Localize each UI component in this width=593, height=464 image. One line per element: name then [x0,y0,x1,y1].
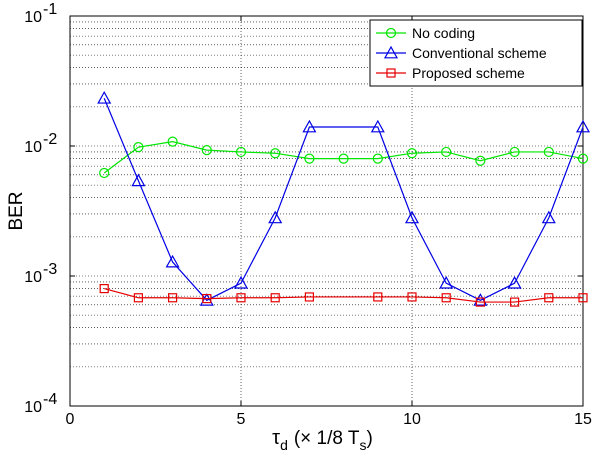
data-point [441,146,452,158]
series-layer [97,91,591,307]
data-point [165,254,180,268]
x-tick-label: 5 [237,411,246,428]
y-tick-exponent: -4 [43,391,57,408]
data-point [575,119,591,133]
legend-label: Conventional scheme [412,45,547,61]
y-tick-label: 10 [24,269,42,286]
data-point [233,275,249,289]
x-axis-label-units-subscript: s [360,437,367,453]
legend-entry: Conventional scheme [376,45,547,61]
data-point [270,293,280,303]
data-point [544,293,554,303]
data-point [406,148,418,159]
series-conventional-scheme [97,91,591,306]
data-point [510,297,520,307]
x-tick-label: 10 [403,411,421,428]
data-point [577,153,589,164]
data-point [199,293,214,306]
legend: No coding Conventional scheme Proposed sch… [369,19,583,87]
data-point [167,136,178,147]
data-point [304,153,315,164]
data-point [304,292,314,302]
y-tick-exponent: -2 [43,131,57,148]
data-point [270,148,281,159]
series-proposed-scheme [99,283,588,307]
data-point [439,275,454,289]
x-axis-label-tau: τ [272,427,280,449]
series-line [103,98,584,302]
data-point [404,210,420,224]
data-point [507,275,522,289]
data-point [99,283,109,294]
series-no-coding [99,136,589,179]
legend-entry: No coding [376,25,475,41]
data-point [407,292,417,302]
data-point [543,146,554,158]
data-point [370,119,385,133]
data-point [541,210,556,224]
data-point [473,293,488,306]
y-tick-label: 10 [24,139,42,156]
data-point [168,293,178,303]
series-line [104,288,583,303]
data-point [475,155,486,166]
x-axis-label-close: ) [367,428,373,449]
y-tick-exponent: -1 [43,1,57,18]
legend-marker [383,45,399,59]
data-point [372,153,383,164]
data-point [268,210,283,224]
x-axis-label-units: (× 1/8 T [294,428,360,449]
data-point [201,144,212,156]
data-point [373,292,383,302]
data-point [133,142,144,153]
data-point [202,294,212,304]
legend-marker [385,27,397,39]
data-point [133,293,143,303]
x-tick-label: 0 [66,411,75,428]
y-tick-label: 10 [24,9,42,26]
data-point [302,119,317,133]
data-point [475,297,485,307]
legend-label: Proposed scheme [412,65,525,81]
data-point [578,293,588,303]
x-axis-label-tau-subscript: d [280,437,288,453]
data-point [441,293,451,303]
legend-marker [386,68,396,78]
y-axis-label: BER [6,191,27,230]
legend-entries: No coding Conventional scheme Proposed sch… [376,25,547,81]
data-point [338,153,349,164]
y-tick-exponent: -3 [43,261,57,278]
data-point [235,146,247,158]
data-point [97,91,112,104]
y-tick-label: 10 [24,399,42,416]
x-axis-label: τd (× 1/8 Ts) [272,427,373,453]
legend-label: No coding [412,25,475,41]
series-line [103,141,584,174]
data-point [99,167,110,179]
data-point [236,293,246,303]
x-tick-label: 15 [574,411,592,428]
legend-entry: Proposed scheme [376,65,525,81]
data-point [509,146,520,158]
data-point [131,173,146,187]
plot-frame [69,15,584,407]
